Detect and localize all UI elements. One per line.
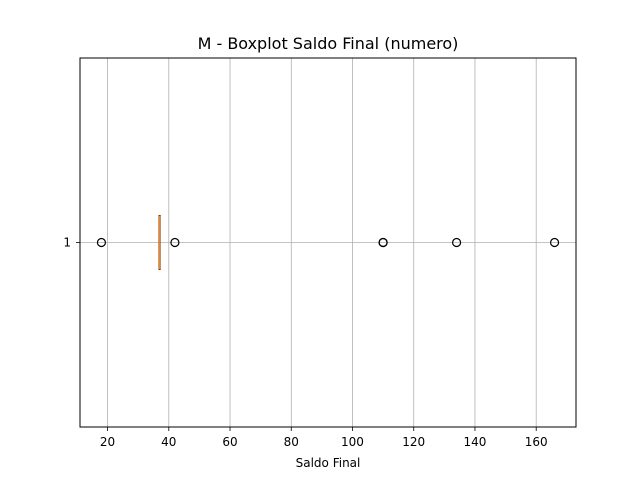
- x-tick-label: 160: [525, 435, 548, 449]
- axis-ticks: 20 40 60 80 100 120 140 160 1: [63, 236, 547, 450]
- x-tick-label: 60: [222, 435, 237, 449]
- grid-lines: [80, 58, 576, 427]
- outlier-point: [549, 237, 560, 248]
- chart-title: M - Boxplot Saldo Final (numero): [198, 34, 459, 53]
- x-tick-label: 20: [100, 435, 115, 449]
- x-tick-label: 40: [161, 435, 176, 449]
- plot-area: [96, 215, 560, 270]
- plot-frame: [79, 57, 577, 428]
- x-tick-label: 140: [464, 435, 487, 449]
- x-tick-label: 80: [284, 435, 299, 449]
- x-tick-label: 120: [402, 435, 425, 449]
- outlier-point: [451, 237, 462, 248]
- y-tick-label: 1: [63, 236, 71, 250]
- outlier-point: [378, 237, 388, 248]
- outlier-point: [96, 237, 107, 248]
- x-tick-label: 100: [341, 435, 364, 449]
- x-axis-label: Saldo Final: [296, 456, 361, 470]
- outlier-point: [170, 237, 180, 248]
